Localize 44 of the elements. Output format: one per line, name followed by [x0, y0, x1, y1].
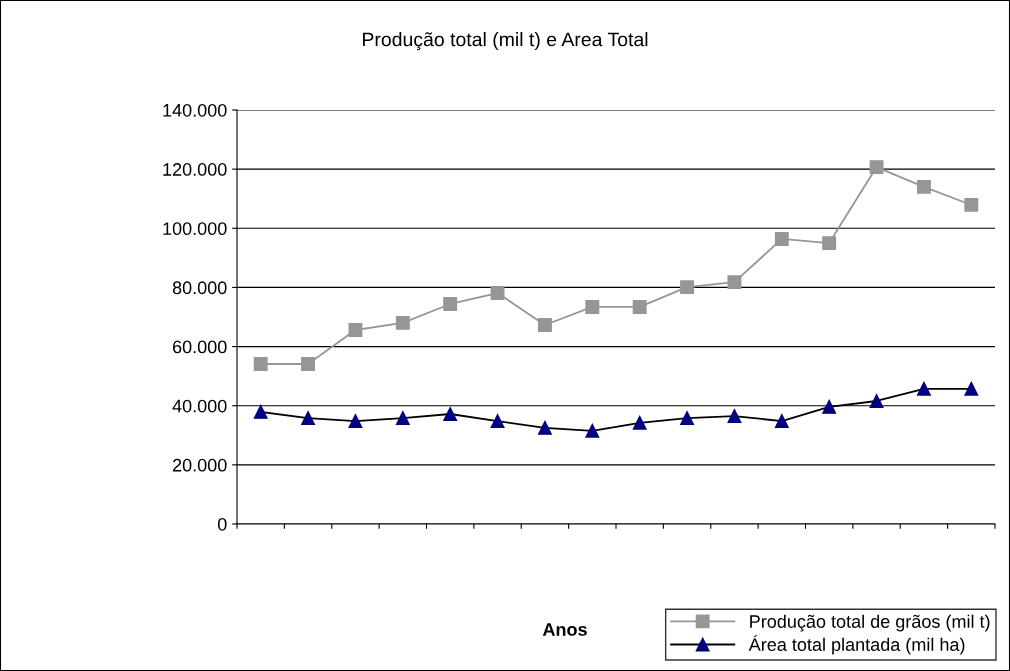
chart-title: Produção total (mil t) e Area Total	[363, 32, 648, 51]
point	[916, 381, 931, 396]
point	[395, 315, 410, 330]
point	[395, 411, 410, 426]
point	[348, 323, 363, 337]
point	[964, 197, 979, 212]
point	[537, 318, 552, 332]
point	[869, 160, 884, 175]
point	[632, 415, 647, 430]
point	[869, 394, 884, 408]
point	[301, 411, 316, 426]
point	[680, 280, 695, 295]
y-tick-label: 0	[217, 517, 227, 531]
y-tick-label: 20.000	[172, 458, 227, 472]
y-tick-label: 40.000	[172, 399, 227, 413]
point	[253, 357, 268, 371]
point	[490, 286, 505, 300]
point	[822, 399, 837, 414]
point	[964, 381, 979, 396]
legend-label: Área total plantada (mil ha)	[748, 635, 965, 655]
point	[253, 404, 268, 419]
point	[727, 275, 742, 290]
point	[348, 414, 363, 429]
y-tick-label: 100.000	[163, 222, 227, 236]
point	[774, 414, 789, 429]
point	[443, 297, 458, 311]
point	[632, 300, 647, 314]
y-tick-label: 80.000	[172, 281, 227, 295]
point	[774, 231, 789, 246]
legend-label: Produção total de grãos (mil t)	[750, 614, 990, 632]
point	[585, 423, 600, 438]
point	[916, 179, 931, 194]
point	[301, 357, 316, 371]
point	[490, 414, 505, 429]
y-tick-label: 140.000	[163, 103, 227, 117]
point	[822, 236, 837, 251]
y-tick-label: 120.000	[163, 163, 227, 176]
point	[585, 300, 600, 314]
y-tick-label: 60.000	[172, 340, 227, 354]
point	[537, 420, 552, 435]
text: Anos	[542, 623, 587, 636]
point	[443, 407, 458, 421]
point	[680, 411, 695, 426]
point	[727, 409, 742, 424]
